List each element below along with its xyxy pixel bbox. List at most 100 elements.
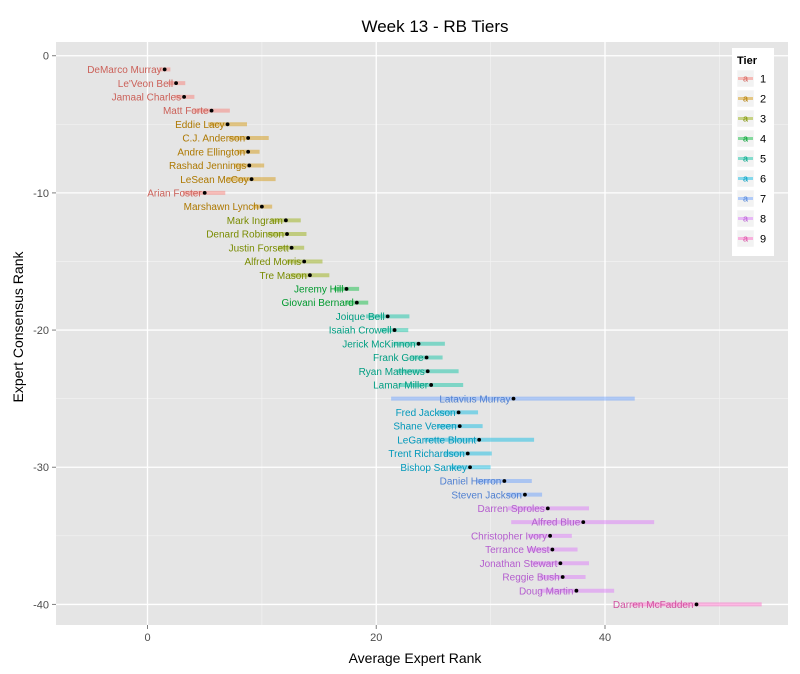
- player-name-label: C.J. Anderson: [182, 134, 245, 145]
- player-name-label: Justin Forsett: [229, 243, 289, 254]
- legend-label: 5: [760, 154, 766, 166]
- player-name-label: Darren Sproles: [478, 504, 545, 515]
- legend-label: 1: [760, 74, 766, 86]
- legend-key-box: [736, 149, 755, 168]
- legend-key-glyph: a: [743, 174, 748, 184]
- player-name-label: LeSean McCoy: [180, 175, 248, 186]
- average-rank-point: [424, 355, 429, 360]
- player-name-label: Marshawn Lynch: [184, 202, 259, 213]
- player-name-label: Latavius Murray: [439, 394, 510, 405]
- legend-key-glyph: a: [743, 214, 748, 224]
- average-rank-point: [511, 396, 516, 401]
- legend-label: 8: [760, 214, 766, 226]
- player-name-label: Reggie Bush: [502, 573, 559, 584]
- average-rank-points: [162, 67, 699, 607]
- legend-key-glyph: a: [743, 74, 748, 84]
- player-name-label: Alfred Blue: [531, 518, 580, 529]
- average-rank-point: [162, 67, 167, 72]
- minor-gridlines: [56, 42, 788, 625]
- player-name-label: Frank Gore: [373, 353, 424, 364]
- average-rank-point: [385, 314, 390, 319]
- player-name-label: Isaiah Crowell: [329, 326, 392, 337]
- x-tick-label: 40: [599, 632, 611, 644]
- player-name-label: Matt Forte: [163, 106, 209, 117]
- y-tick-label: -10: [33, 188, 49, 200]
- player-name-label: Fred Jackson: [396, 408, 456, 419]
- legend-key-glyph: a: [743, 114, 748, 124]
- average-rank-point: [465, 451, 470, 456]
- player-name-label: Terrance West: [485, 545, 550, 556]
- average-rank-point: [558, 561, 563, 566]
- average-rank-point: [209, 108, 214, 113]
- legend-key-box: [736, 209, 755, 228]
- legend-label: 3: [760, 114, 766, 126]
- player-name-label: Ryan Mathews: [359, 367, 425, 378]
- y-tick-label: -40: [33, 599, 49, 611]
- average-rank-point: [308, 273, 312, 278]
- player-name-label: Doug Martin: [519, 586, 573, 597]
- player-name-label: Jamaal Charles: [112, 92, 181, 103]
- legend-label: 2: [760, 94, 766, 106]
- player-name-label: Lamar Miller: [373, 381, 429, 392]
- average-rank-point: [246, 149, 251, 154]
- average-rank-point: [202, 190, 207, 195]
- legend-key-box: [736, 109, 755, 128]
- player-name-label: Shane Vereen: [393, 422, 456, 433]
- average-rank-point: [285, 232, 289, 236]
- player-name-label: Tre Mason: [259, 271, 306, 282]
- y-axis-title: Expert Consensus Rank: [10, 251, 26, 403]
- player-name-label: Joique Bell: [336, 312, 385, 323]
- legend-label: 4: [760, 134, 766, 146]
- average-rank-point: [468, 465, 472, 470]
- average-rank-point: [425, 369, 430, 374]
- average-rank-point: [416, 341, 421, 346]
- legend-items: a 1a 2a 3a 4a 5a 6a 7a 8a 9: [736, 69, 766, 248]
- player-name-label: Eddie Lacy: [175, 120, 224, 131]
- player-name-label: Andre Ellington: [177, 147, 245, 158]
- average-rank-point: [302, 259, 307, 264]
- average-rank-point: [289, 245, 294, 250]
- average-rank-point: [344, 287, 349, 291]
- average-rank-point: [249, 177, 254, 182]
- x-axis-title: Average Expert Rank: [349, 650, 483, 666]
- average-rank-point: [174, 81, 178, 86]
- legend-key-box: [736, 129, 755, 148]
- x-tick-label: 20: [370, 632, 382, 644]
- average-rank-point: [574, 588, 579, 593]
- legend-key-glyph: a: [743, 94, 748, 104]
- x-axis-tick-labels: 0 20 40: [144, 632, 611, 644]
- average-rank-point: [581, 520, 586, 525]
- legend-key-glyph: a: [743, 234, 748, 244]
- average-rank-point: [354, 300, 359, 305]
- average-rank-point: [182, 94, 187, 99]
- x-tick-label: 0: [144, 632, 150, 644]
- legend-label: 7: [760, 194, 766, 206]
- player-name-label: Steven Jackson: [451, 490, 522, 501]
- player-name-label: Mark Ingram: [227, 216, 283, 227]
- average-rank-point: [477, 437, 482, 442]
- y-tick-label: -20: [33, 325, 49, 337]
- average-rank-point: [502, 479, 507, 483]
- legend-title: Tier: [737, 55, 758, 67]
- player-name-label: Rashad Jennings: [169, 161, 246, 172]
- legend-key-glyph: a: [743, 194, 748, 204]
- player-name-label: Alfred Morris: [245, 257, 302, 268]
- player-name-label: Jeremy Hill: [294, 285, 343, 296]
- player-name-label: Darren McFadden: [613, 600, 694, 611]
- average-rank-point: [545, 506, 550, 511]
- player-name-label: Trent Richardson: [388, 449, 464, 460]
- average-rank-point: [246, 136, 251, 140]
- axis-ticks: [52, 55, 606, 629]
- average-rank-point: [550, 547, 555, 552]
- average-rank-point: [456, 410, 461, 415]
- player-name-label: Jerick McKinnon: [342, 339, 415, 350]
- major-gridlines: [56, 42, 788, 625]
- player-name-label: Arian Foster: [147, 188, 202, 199]
- average-rank-point: [429, 383, 434, 387]
